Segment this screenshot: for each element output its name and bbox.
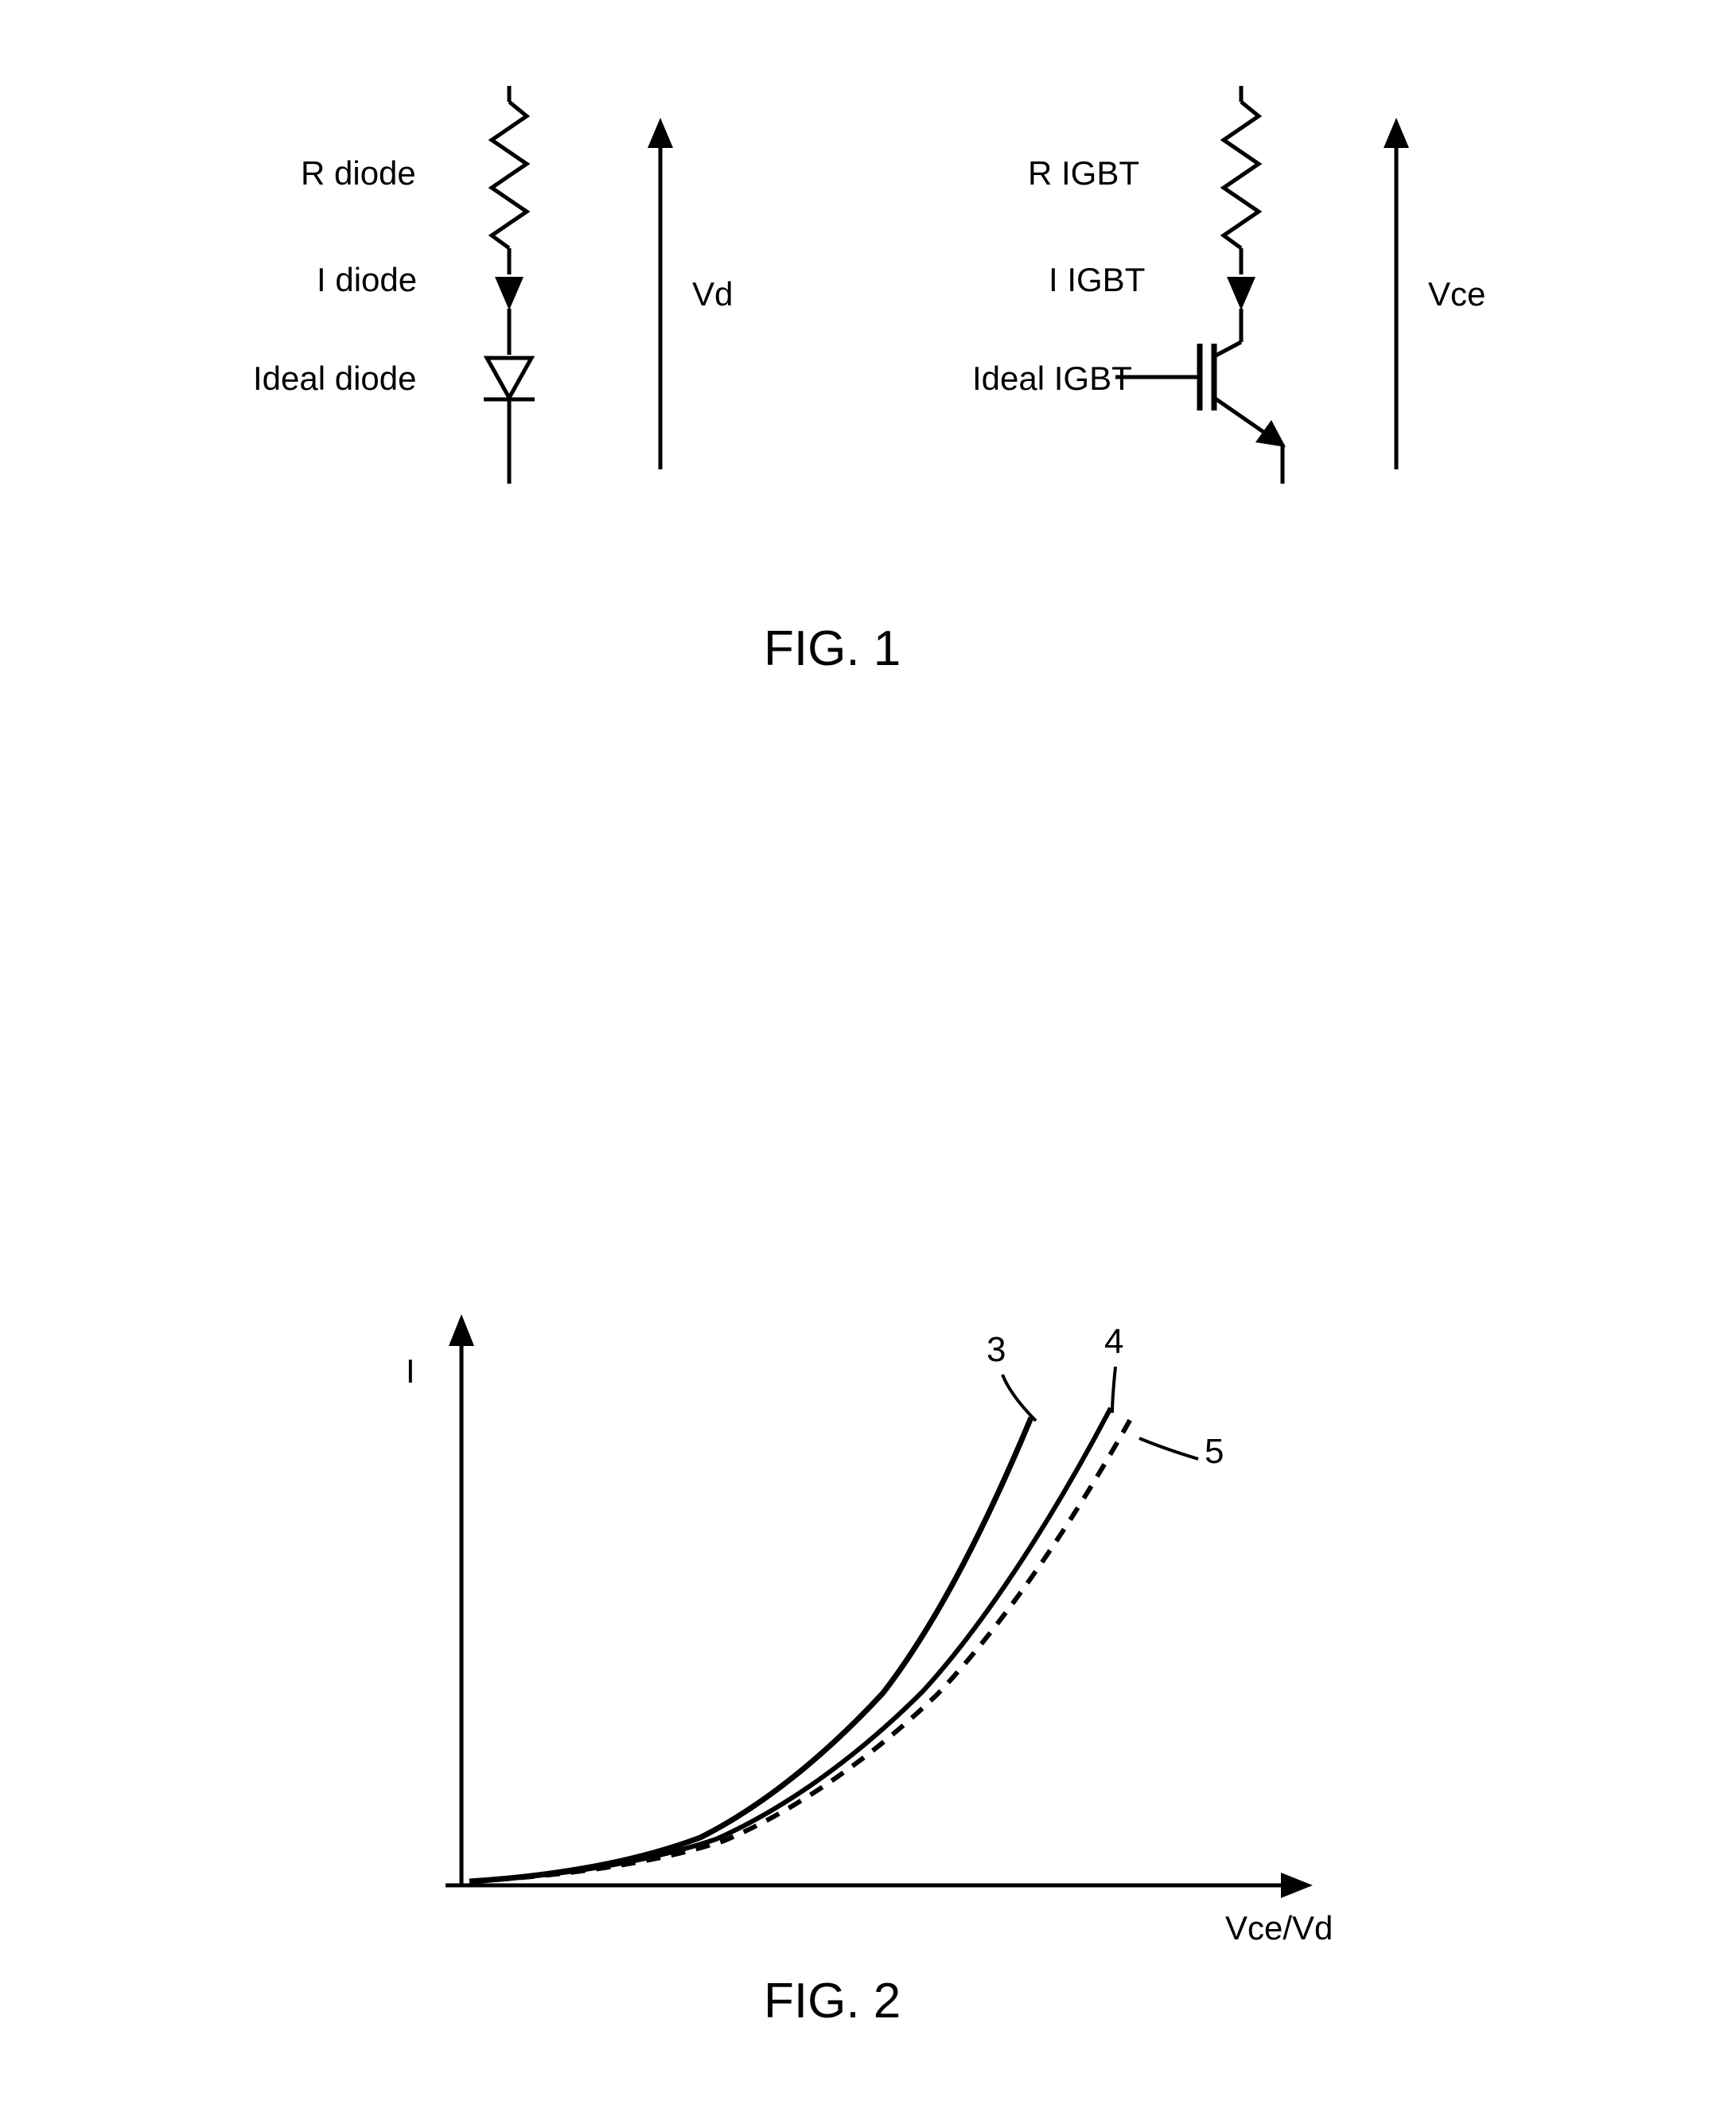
curve-4-label: 4 xyxy=(1104,1322,1123,1362)
curve-5 xyxy=(469,1418,1131,1881)
curve-3-label: 3 xyxy=(987,1330,1006,1370)
fig2-caption: FIG. 2 xyxy=(764,1973,901,2029)
fig2-plot xyxy=(0,0,1736,2120)
axis-x-label: Vce/Vd xyxy=(1225,1909,1333,1947)
page: R diode I diode Ideal diode Vd R IGBT I … xyxy=(0,0,1736,2120)
curve-4 xyxy=(469,1408,1111,1881)
curve-5-label: 5 xyxy=(1205,1432,1224,1472)
curve-3 xyxy=(469,1418,1031,1881)
axis-y-label: I xyxy=(406,1352,415,1391)
